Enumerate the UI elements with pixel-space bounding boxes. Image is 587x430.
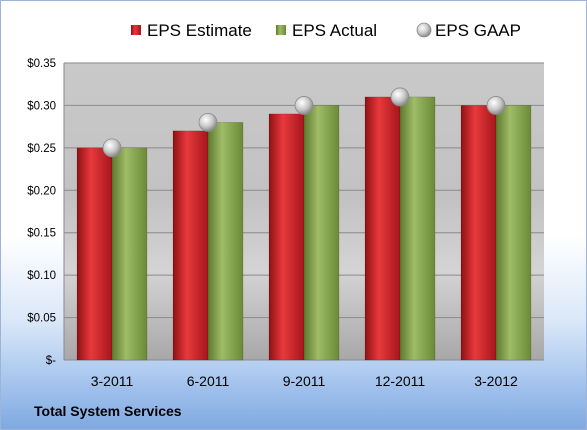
legend-label-eps-estimate: EPS Estimate	[147, 21, 252, 40]
bar-eps-estimate	[268, 113, 305, 361]
company-name: Total System Services	[34, 403, 182, 419]
x-tick-label: 9-2011	[283, 373, 326, 389]
y-tick-label: $-	[46, 355, 56, 367]
x-tick-label: 3-2011	[91, 373, 134, 389]
marker-eps-gaap	[390, 87, 410, 107]
legend-swatch-eps-estimate	[131, 25, 141, 35]
x-tick-label: 3-2012	[474, 373, 518, 389]
x-tick-label: 6-2011	[187, 373, 230, 389]
legend-label-eps-actual: EPS Actual	[292, 21, 377, 40]
bar-eps-estimate	[364, 96, 401, 361]
bar-eps-actual	[495, 105, 532, 361]
marker-eps-gaap	[102, 138, 122, 158]
bar-eps-estimate	[76, 147, 113, 361]
marker-eps-gaap	[294, 96, 314, 115]
y-tick-label: $0.10	[27, 270, 56, 282]
x-tick-label: 12-2011	[375, 373, 426, 389]
y-tick-label: $0.35	[27, 58, 56, 70]
bar-eps-actual	[207, 122, 244, 361]
y-tick-label: $0.30	[27, 100, 56, 112]
y-tick-label: $0.20	[27, 185, 56, 197]
y-tick-label: $0.25	[27, 143, 56, 155]
bar-eps-estimate	[172, 130, 209, 361]
marker-eps-gaap	[486, 96, 506, 115]
marker-eps-gaap	[198, 113, 218, 132]
legend-swatch-eps-gaap	[416, 22, 432, 38]
y-tick-label: $0.15	[27, 228, 56, 240]
bar-eps-actual	[303, 105, 340, 361]
legend-swatch-eps-actual	[276, 25, 286, 35]
legend-label-eps-gaap: EPS GAAP	[435, 21, 521, 40]
bar-eps-actual	[399, 96, 436, 361]
bar-eps-estimate	[460, 105, 497, 361]
bar-eps-actual	[111, 147, 148, 361]
y-tick-label: $0.05	[27, 313, 56, 325]
